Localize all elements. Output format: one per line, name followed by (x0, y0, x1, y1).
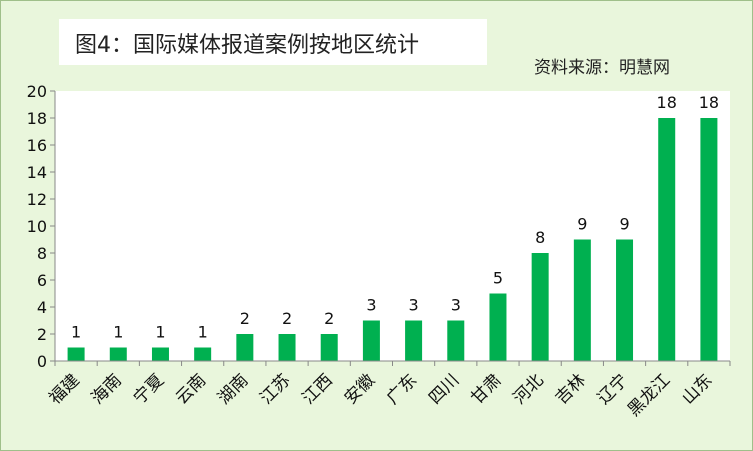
y-tick-label: 16 (27, 136, 47, 155)
bar (194, 347, 212, 361)
x-tick-label: 广东 (383, 370, 421, 408)
x-tick-label: 安徽 (341, 370, 379, 408)
bar (573, 239, 591, 361)
y-tick-label: 12 (27, 190, 47, 209)
bar (447, 320, 465, 361)
data-label: 18 (699, 93, 719, 112)
bar (362, 320, 380, 361)
y-axis: 0 2 4 6 8 10 12 14 16 18 20 (27, 82, 56, 371)
y-tick-label: 10 (27, 217, 47, 236)
title-box: 图4：国际媒体报道案例按地区统计 (59, 19, 487, 65)
bar (658, 118, 676, 361)
y-tick-label: 14 (27, 163, 47, 182)
data-label: 2 (282, 309, 292, 328)
bars: 1 1 1 1 2 2 2 3 3 3 5 8 9 9 18 18 (67, 93, 719, 361)
y-tick-label: 4 (37, 298, 47, 317)
data-label: 18 (657, 93, 677, 112)
x-tick-label: 海南 (88, 370, 126, 408)
data-label: 8 (535, 228, 545, 247)
bar (236, 334, 254, 361)
bar (320, 334, 338, 361)
chart-title: 图4：国际媒体报道案例按地区统计 (75, 33, 419, 58)
bar (109, 347, 127, 361)
y-tick-label: 2 (37, 325, 47, 344)
bar (489, 293, 507, 361)
bar (278, 334, 296, 361)
bar (616, 239, 634, 361)
bar (700, 118, 718, 361)
data-label: 1 (198, 323, 208, 342)
x-tick-label: 四川 (425, 370, 463, 408)
data-label: 1 (71, 323, 81, 342)
x-tick-label: 云南 (172, 370, 210, 408)
data-label: 3 (409, 296, 419, 315)
bar (531, 253, 549, 361)
x-tick-label: 吉林 (552, 370, 590, 408)
data-label: 1 (155, 323, 165, 342)
bar (67, 347, 85, 361)
x-tick-label: 黑龙江 (624, 370, 674, 420)
data-label: 5 (493, 269, 503, 288)
x-tick-label: 江西 (299, 370, 337, 408)
x-tick-label: 河北 (510, 370, 548, 408)
x-tick-label: 宁夏 (130, 370, 168, 408)
data-label: 3 (451, 296, 461, 315)
x-tick-label: 湖南 (214, 370, 252, 408)
data-label: 3 (366, 296, 376, 315)
data-label: 2 (240, 309, 250, 328)
x-tick-label: 甘肃 (467, 370, 505, 408)
y-tick-label: 0 (37, 352, 47, 371)
bar (405, 320, 423, 361)
y-tick-label: 8 (37, 244, 47, 263)
y-tick-label: 6 (37, 271, 47, 290)
data-label: 9 (619, 215, 629, 234)
source-note: 资料来源：明慧网 (534, 58, 670, 78)
x-tick-label: 山东 (678, 370, 716, 408)
data-label: 9 (577, 215, 587, 234)
y-tick-label: 20 (27, 82, 47, 101)
y-tick-label: 18 (27, 109, 47, 128)
x-tick-label: 福建 (45, 370, 83, 408)
data-label: 1 (113, 323, 123, 342)
data-label: 2 (324, 309, 334, 328)
x-tick-label: 江苏 (256, 370, 294, 408)
bar (151, 347, 169, 361)
